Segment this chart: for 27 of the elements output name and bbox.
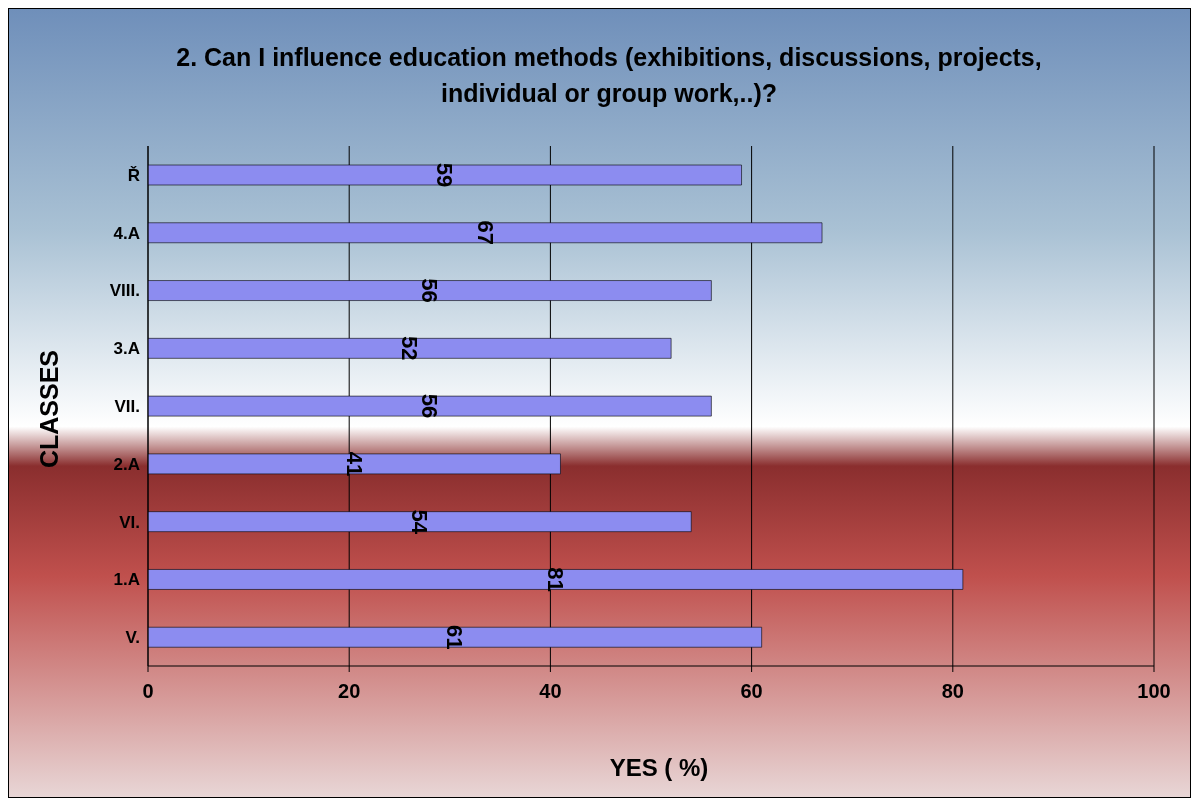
chart-title: 2. Can I influence education methods (exhibitions, discussions, projects, individual or group work,..)? [175,42,1043,109]
data-label: 54 [407,509,433,535]
y-tick-label: 2.A [113,454,140,474]
y-tick-label: VII. [114,397,140,417]
y-tick-label: VI. [119,512,140,532]
x-tick-label: 40 [539,680,562,703]
y-tick-label: 3.A [113,339,140,359]
y-tick-label: VIII. [109,281,140,301]
y-axis-title: CLASSES [34,349,64,469]
x-tick-label: 100 [1137,680,1171,703]
data-label: 56 [417,278,443,303]
y-tick-label: V. [125,628,140,648]
data-label: 81 [542,567,568,592]
y-tick-label: Ř [127,165,140,185]
x-tick-label: 80 [941,680,964,703]
x-tick-label: 20 [338,680,361,703]
data-label: 41 [341,451,367,477]
x-axis-title: YES ( %) [608,754,710,782]
y-tick-label: 1.A [113,570,140,590]
data-label: 52 [397,336,423,361]
data-label: 67 [472,220,498,246]
x-tick-label: 0 [142,680,154,703]
data-label: 56 [417,393,443,419]
x-tick-label: 60 [740,680,763,703]
y-tick-label: 4.A [113,223,140,243]
data-label: 59 [432,162,458,188]
data-label: 61 [442,624,468,650]
